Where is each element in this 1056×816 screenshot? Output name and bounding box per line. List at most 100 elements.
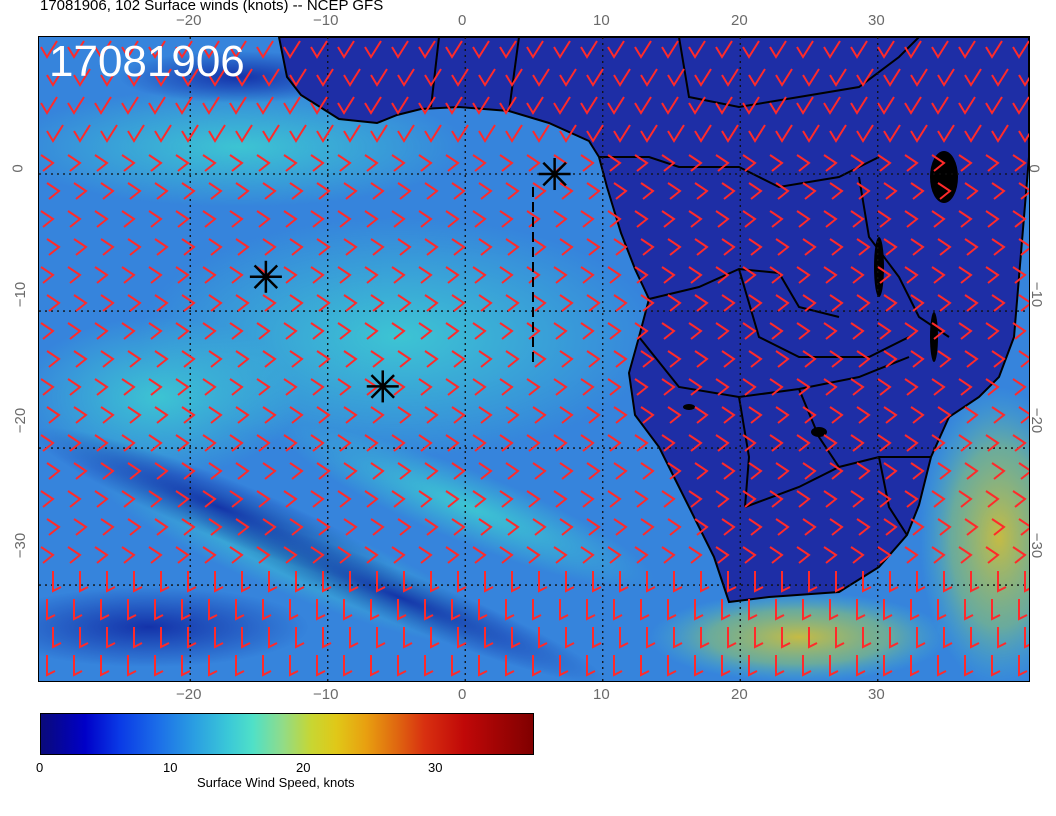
wind-barb xyxy=(775,294,790,312)
wind-barb xyxy=(478,406,493,424)
wind-barb xyxy=(532,124,550,143)
wind-barb xyxy=(337,490,352,508)
wind-barb xyxy=(256,40,274,59)
wind-barb xyxy=(472,322,487,340)
wind-barb xyxy=(613,294,628,312)
wind-barb xyxy=(148,378,163,396)
wind-barb xyxy=(1018,406,1029,424)
wind-barb xyxy=(991,406,1006,424)
wind-barb xyxy=(121,210,136,228)
wind-barb xyxy=(1018,518,1029,536)
wind-barb xyxy=(451,518,466,536)
wind-barb xyxy=(1024,627,1029,649)
wind-barb xyxy=(181,518,196,536)
wind-barb xyxy=(559,599,569,621)
wind-barb xyxy=(316,294,331,312)
wind-barb xyxy=(505,68,523,87)
wind-barb xyxy=(445,210,460,228)
wind-barb xyxy=(370,406,385,424)
wind-barb xyxy=(991,124,1009,143)
wind-barb xyxy=(229,546,244,564)
wind-barb xyxy=(235,124,253,143)
wind-barb xyxy=(343,599,353,621)
wind-barb xyxy=(646,571,656,593)
wind-barb xyxy=(1018,350,1029,368)
wind-barb xyxy=(235,294,250,312)
wind-barb xyxy=(67,96,85,115)
wind-barb xyxy=(688,434,703,452)
wind-barb xyxy=(823,154,838,172)
wind-barb xyxy=(268,571,278,593)
wind-barb xyxy=(40,154,55,172)
wind-barb xyxy=(850,378,865,396)
wind-barb xyxy=(175,322,190,340)
wind-barb xyxy=(424,406,439,424)
wind-barb xyxy=(478,182,493,200)
wind-barb xyxy=(349,571,359,593)
wind-barb xyxy=(742,378,757,396)
map-title: 17081906, 102 Surface winds (knots) -- N… xyxy=(40,0,384,14)
wind-barb xyxy=(505,406,520,424)
wind-barb xyxy=(715,490,730,508)
wind-barb xyxy=(856,294,871,312)
wind-barb xyxy=(202,40,220,59)
wind-barb xyxy=(100,124,118,143)
wind-barb xyxy=(424,518,439,536)
wind-barb xyxy=(532,350,547,368)
wind-barb xyxy=(73,238,88,256)
wind-barb xyxy=(910,406,925,424)
wind-barb xyxy=(769,96,787,115)
wind-barb xyxy=(559,238,574,256)
wind-barbs xyxy=(40,40,1029,677)
wind-barb xyxy=(964,238,979,256)
wind-barb xyxy=(202,434,217,452)
wind-barb xyxy=(343,655,353,677)
wind-barb xyxy=(862,627,872,649)
wind-barb xyxy=(823,210,838,228)
wind-barb xyxy=(208,294,223,312)
wind-barb xyxy=(397,518,412,536)
wind-barb xyxy=(370,182,385,200)
wind-barb xyxy=(904,266,919,284)
wind-barb xyxy=(262,68,280,87)
wind-barb xyxy=(748,599,758,621)
wind-barb xyxy=(1012,40,1029,59)
wind-barb xyxy=(283,434,298,452)
wind-barb xyxy=(73,599,83,621)
wind-barb xyxy=(100,182,115,200)
wind-barb xyxy=(40,378,55,396)
wind-barb xyxy=(613,599,623,621)
wind-barb xyxy=(883,350,898,368)
wind-barb xyxy=(1012,210,1027,228)
wind-barb xyxy=(748,124,766,143)
wind-barb xyxy=(175,210,190,228)
wind-barb xyxy=(175,490,190,508)
wind-barb xyxy=(802,124,820,143)
wind-barb xyxy=(478,599,488,621)
wind-barb xyxy=(748,182,763,200)
wind-barb xyxy=(931,434,946,452)
wind-barb xyxy=(985,490,1000,508)
wind-barb xyxy=(229,322,244,340)
wind-barb xyxy=(607,434,622,452)
wind-barb xyxy=(175,154,190,172)
wind-barb xyxy=(148,210,163,228)
wind-barb xyxy=(883,238,898,256)
wind-barb xyxy=(94,210,109,228)
wind-barb xyxy=(418,210,433,228)
wind-barb xyxy=(526,490,541,508)
wind-barb xyxy=(100,462,115,480)
wind-barb xyxy=(958,378,973,396)
wind-barb xyxy=(532,406,547,424)
wind-barb xyxy=(478,294,493,312)
wind-barb xyxy=(337,322,352,340)
wind-barb xyxy=(349,627,359,649)
wind-barb xyxy=(187,571,197,593)
wind-barb xyxy=(775,406,790,424)
wind-barb xyxy=(424,350,439,368)
wind-barb xyxy=(985,546,1000,564)
wind-barb xyxy=(727,571,737,593)
wind-barb xyxy=(931,266,946,284)
wind-barb xyxy=(661,96,679,115)
wind-barb xyxy=(742,96,760,115)
